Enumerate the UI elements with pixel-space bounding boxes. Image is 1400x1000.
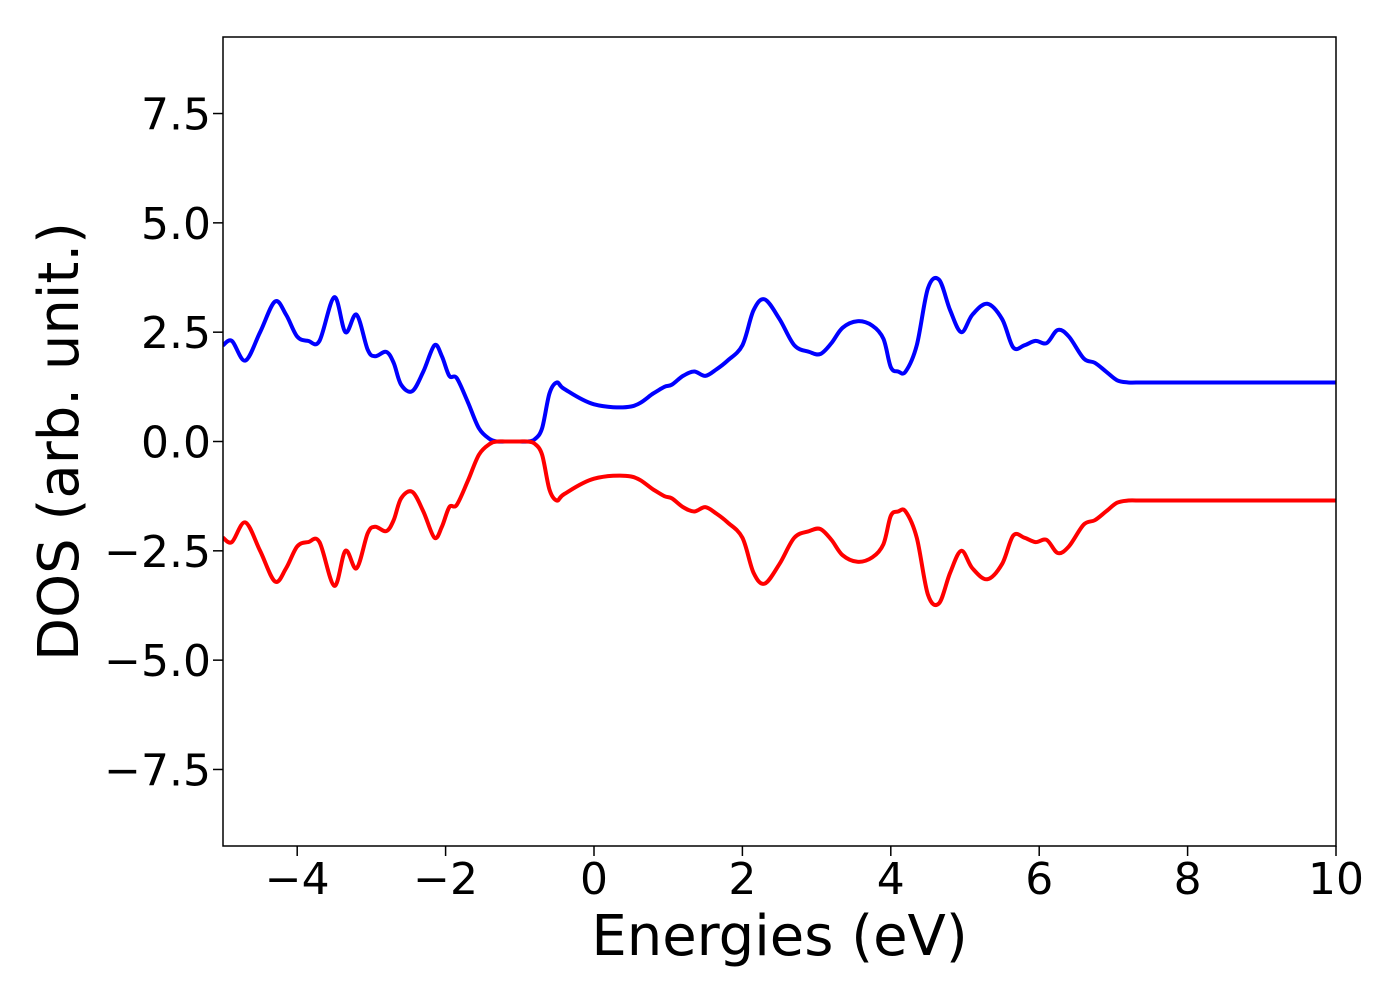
x-axis-title: Energies (eV) <box>591 904 967 969</box>
x-tick-label: 10 <box>1308 854 1364 905</box>
y-tick-label: −2.5 <box>104 527 211 578</box>
y-tick-label: 7.5 <box>141 90 211 141</box>
x-tick-label: −2 <box>413 854 478 905</box>
x-tick-label: 0 <box>580 854 608 905</box>
x-tick-label: −4 <box>265 854 330 905</box>
y-tick-label: 5.0 <box>141 199 211 250</box>
x-axis-ticks: −4 −2 0 2 4 6 8 10 <box>265 846 1364 905</box>
y-axis-title: DOS (arb. unit.) <box>27 222 92 661</box>
x-tick-label: 2 <box>728 854 756 905</box>
series-layer <box>223 275 1336 608</box>
plot-frame <box>222 36 1337 847</box>
x-tick-label: 8 <box>1174 854 1202 905</box>
x-tick-label: 4 <box>877 854 905 905</box>
y-tick-label: 2.5 <box>141 308 211 359</box>
y-axis-ticks: −7.5 −5.0 −2.5 0.0 2.5 5.0 7.5 <box>104 90 223 796</box>
y-tick-label: −7.5 <box>104 745 211 796</box>
series-line-spin-down <box>223 439 1336 608</box>
series-line-spin-up <box>223 275 1336 444</box>
x-tick-label: 6 <box>1025 854 1053 905</box>
y-tick-label: −5.0 <box>104 636 211 687</box>
y-tick-label: 0.0 <box>141 418 211 469</box>
